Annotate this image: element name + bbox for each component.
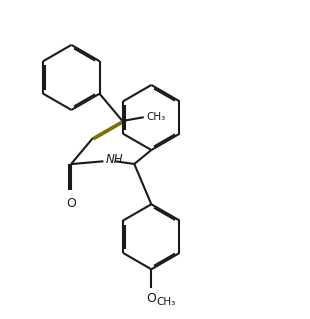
Text: NH: NH [106,152,123,166]
Text: O: O [146,293,156,306]
Text: CH₃: CH₃ [146,112,165,122]
Text: O: O [66,197,76,210]
Text: CH₃: CH₃ [156,297,175,307]
